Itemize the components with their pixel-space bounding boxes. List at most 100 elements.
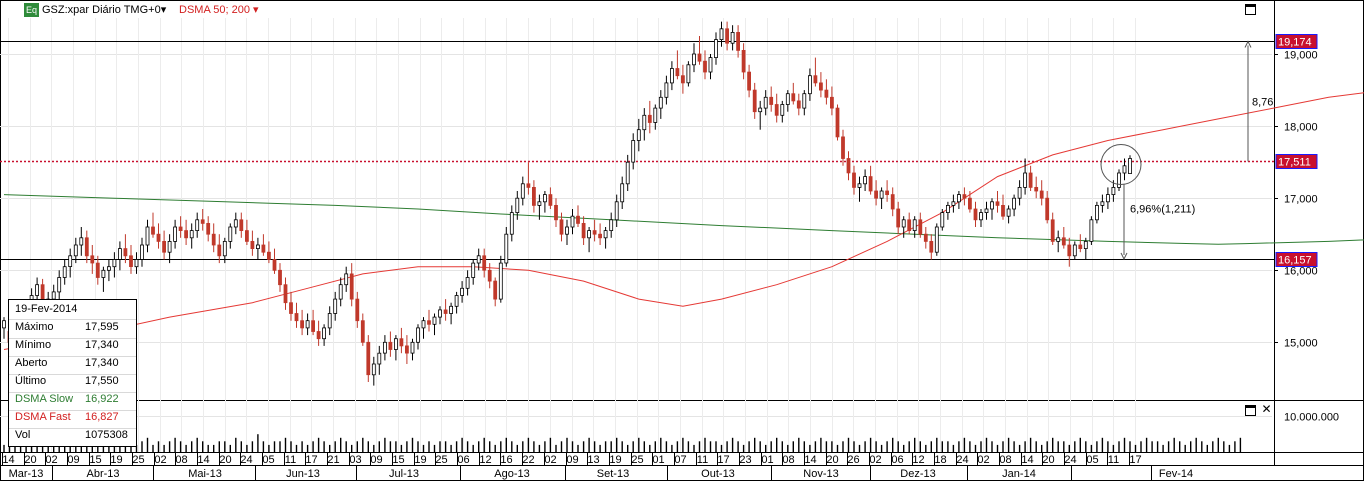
level-tag-label: 17,511 xyxy=(1278,157,1311,169)
candle-body xyxy=(592,230,597,235)
level-tag-label: 16,157 xyxy=(1278,255,1312,267)
candle-body xyxy=(1089,219,1094,242)
day-label: 02 xyxy=(154,454,166,466)
day-label: 12 xyxy=(912,454,924,466)
symbol-title[interactable]: GSZ:xpar Diário TMG+0▾ xyxy=(42,4,167,16)
volume-bars xyxy=(3,434,1242,452)
candle-body xyxy=(173,226,178,242)
price-tick-label: 19,000 xyxy=(1284,50,1318,62)
candle-body xyxy=(515,197,520,213)
candle-body xyxy=(747,71,751,91)
candle-body xyxy=(211,233,216,246)
day-label: 14 xyxy=(197,454,209,466)
axes: 19,000 18,000 17,000 16,000 15,000 10.000.000… xyxy=(2,50,1339,481)
candle-body xyxy=(79,237,84,246)
day-label: 01 xyxy=(761,454,773,466)
month-label: Fev-14 xyxy=(1159,468,1193,480)
day-label: 20 xyxy=(219,454,231,466)
candle-body xyxy=(587,230,591,239)
day-label: 18 xyxy=(934,454,946,466)
day-label: 14 xyxy=(1021,454,1033,466)
candle-body xyxy=(322,327,327,340)
candle-body xyxy=(167,240,172,253)
candle-body xyxy=(338,284,343,300)
day-label: 09 xyxy=(566,454,578,466)
candle-body xyxy=(984,208,989,213)
candle-body xyxy=(195,219,200,232)
candle-body xyxy=(222,240,227,257)
candle-body xyxy=(382,341,387,354)
month-label: Jan-14 xyxy=(1002,468,1036,480)
day-label: 17 xyxy=(305,454,317,466)
candle-body xyxy=(1117,172,1121,188)
candle-body xyxy=(1072,244,1077,257)
candle-body xyxy=(140,244,144,260)
candle-body xyxy=(968,197,972,210)
candle-body xyxy=(421,320,426,329)
day-label: 17 xyxy=(1129,454,1141,466)
candle-body xyxy=(852,172,856,188)
candle-body xyxy=(675,68,680,77)
maximize-volume-pane-button[interactable] xyxy=(1245,405,1256,416)
candle-body xyxy=(1017,186,1022,199)
day-label: 23 xyxy=(739,454,751,466)
candle-body xyxy=(973,208,978,221)
candle-body xyxy=(565,226,569,235)
candle-body xyxy=(1106,194,1110,203)
candle-body xyxy=(808,75,812,95)
candle-body xyxy=(1006,208,1011,217)
candle-body xyxy=(581,222,586,239)
candle-body xyxy=(796,100,801,109)
candle-body xyxy=(244,230,249,242)
candle-body xyxy=(107,266,111,271)
candle-body xyxy=(344,273,349,286)
day-label: 05 xyxy=(1086,454,1098,466)
candle-body xyxy=(934,226,939,253)
candle-body xyxy=(951,201,956,206)
level-tag-border xyxy=(1275,34,1318,49)
candle-body xyxy=(830,96,834,109)
info-date: 19-Fev-2014 xyxy=(15,303,78,315)
candle-body xyxy=(377,352,382,365)
candle-body xyxy=(261,244,266,253)
maximize-price-pane-button[interactable] xyxy=(1245,4,1256,15)
candle-body xyxy=(962,194,967,199)
candle-body xyxy=(504,233,509,264)
candle-body xyxy=(548,194,553,206)
candle-body xyxy=(576,215,580,224)
candle-body xyxy=(763,96,768,109)
candle-body xyxy=(410,341,415,354)
candle-body xyxy=(890,194,895,210)
candle-body xyxy=(449,305,454,314)
candle-body xyxy=(90,255,95,264)
candle-body xyxy=(901,219,906,228)
indicator-tag[interactable]: DSMA 50; 200 ▾ xyxy=(179,4,259,16)
candle-body xyxy=(266,251,271,260)
day-label: 19 xyxy=(609,454,621,466)
candle-body xyxy=(885,190,889,195)
candle-body xyxy=(946,204,950,213)
candle-body xyxy=(725,28,729,44)
candle-body xyxy=(454,295,459,307)
candle-body xyxy=(129,255,133,268)
price-tick-label: 16,000 xyxy=(1284,266,1318,278)
candle-body xyxy=(2,320,6,329)
candle-body xyxy=(752,89,757,113)
sma-slow-line xyxy=(3,194,1364,245)
candle-body xyxy=(360,320,365,343)
candle-body xyxy=(686,64,691,84)
close-volume-pane-icon[interactable]: ✕ xyxy=(1261,402,1272,416)
day-label: 03 xyxy=(349,454,361,466)
candle-body xyxy=(819,82,823,91)
candle-body xyxy=(289,302,293,314)
month-label: Abr-13 xyxy=(86,468,119,480)
day-label: 02 xyxy=(869,454,881,466)
candle-body xyxy=(443,309,448,314)
candle-body xyxy=(543,194,547,203)
candle-body xyxy=(868,176,873,192)
candle-body xyxy=(774,104,779,116)
candle-body xyxy=(708,57,713,73)
annotations: 8,76 6,96%(1,211) xyxy=(1100,40,1273,261)
candle-body xyxy=(614,201,619,221)
